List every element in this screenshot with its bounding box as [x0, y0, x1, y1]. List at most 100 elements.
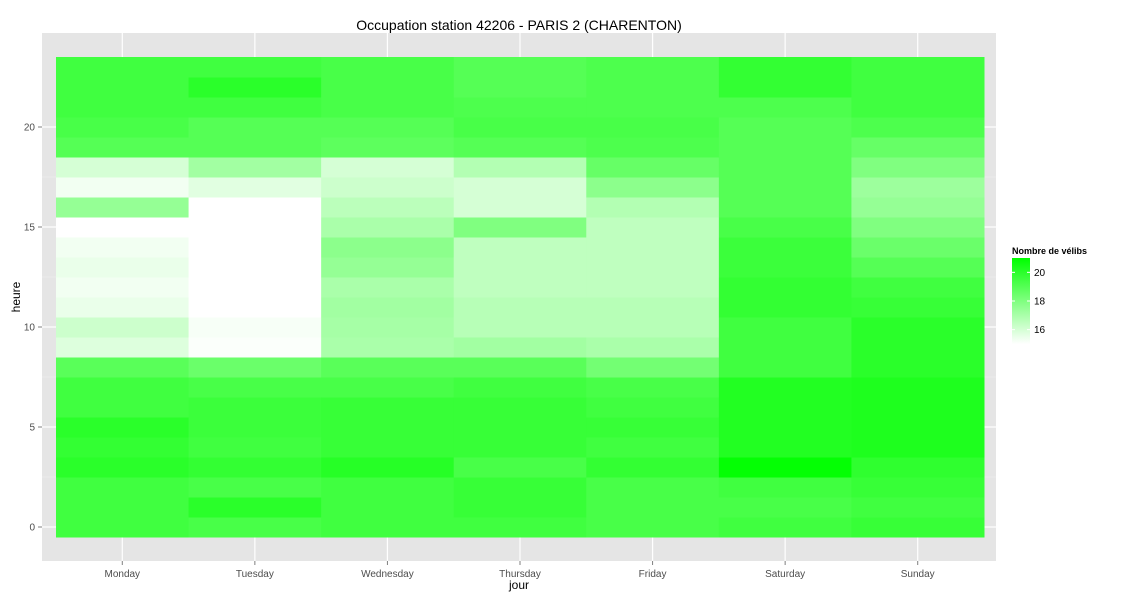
y-axis: 0 5 10 15 20	[24, 123, 42, 534]
heatmap-cell	[321, 277, 455, 298]
heatmap-cell	[188, 217, 322, 238]
heatmap-cell	[188, 357, 322, 378]
heatmap-cell	[718, 377, 852, 398]
heatmap-cell	[188, 77, 322, 98]
x-tick-label: Friday	[639, 569, 667, 580]
heatmap-cell	[586, 197, 720, 218]
heatmap-cell	[851, 257, 985, 278]
heatmap-cell	[188, 457, 322, 478]
y-tick-label: 20	[24, 123, 36, 134]
heatmap-cell	[851, 477, 985, 498]
heatmap-cell	[586, 157, 720, 178]
legend-tick-label: 18	[1034, 297, 1046, 308]
heatmap-cell	[851, 317, 985, 338]
heatmap-cell	[453, 477, 587, 498]
legend-tick-label: 16	[1034, 325, 1046, 336]
legend-title: Nombre de vélibs	[1012, 246, 1087, 256]
heatmap-cell	[851, 237, 985, 258]
heatmap-cell	[453, 217, 587, 238]
heatmap-cell	[851, 337, 985, 358]
heatmap-cell	[56, 157, 190, 178]
heatmap-cell	[453, 117, 587, 138]
heatmap-cell	[188, 237, 322, 258]
heatmap-cell	[453, 337, 587, 358]
heatmap-cell	[321, 297, 455, 318]
heatmap-cell	[188, 497, 322, 518]
heatmap-cell	[321, 477, 455, 498]
heatmap-cell	[188, 157, 322, 178]
heatmap-cell	[188, 417, 322, 438]
y-tick-label: 15	[24, 223, 36, 234]
heatmap-cell	[586, 517, 720, 538]
x-tick-label: Thursday	[499, 569, 541, 580]
heatmap-cell	[586, 297, 720, 318]
heatmap-cell	[718, 217, 852, 238]
heatmap-cell	[453, 157, 587, 178]
y-tick-label: 10	[24, 323, 36, 334]
heatmap-cell	[321, 457, 455, 478]
heatmap-cell	[718, 477, 852, 498]
heatmap-cell	[851, 437, 985, 458]
heatmap-cell	[718, 497, 852, 518]
heatmap-cell	[586, 277, 720, 298]
heatmap-cell	[321, 177, 455, 198]
heatmap-cell	[453, 457, 587, 478]
heatmap-cell	[321, 317, 455, 338]
heatmap-cell	[453, 357, 587, 378]
heatmap-cell	[56, 77, 190, 98]
y-axis-title: heure	[9, 281, 23, 312]
heatmap-cell	[56, 57, 190, 78]
heatmap-cell	[718, 357, 852, 378]
heatmap-cell	[586, 317, 720, 338]
heatmap-cell	[321, 77, 455, 98]
heatmap-cell	[56, 277, 190, 298]
heatmap-cell	[851, 377, 985, 398]
x-tick-label: Tuesday	[236, 569, 274, 580]
heatmap-cell	[453, 277, 587, 298]
heatmap-cell	[453, 497, 587, 518]
heatmap-cell	[586, 177, 720, 198]
heatmap-cell	[188, 517, 322, 538]
heatmap-cell	[321, 217, 455, 238]
heatmap-cell	[718, 97, 852, 118]
heatmap-cell	[851, 297, 985, 318]
heatmap-cell	[56, 397, 190, 418]
heatmap-cell	[851, 137, 985, 158]
heatmap-cell	[188, 477, 322, 498]
heatmap-cell	[718, 157, 852, 178]
heatmap-cell	[718, 517, 852, 538]
heatmap-cell	[321, 237, 455, 258]
heatmap-cell	[586, 377, 720, 398]
heatmap-cell	[56, 377, 190, 398]
heatmap-cell	[56, 517, 190, 538]
heatmap-cell	[321, 137, 455, 158]
heatmap-cell	[56, 117, 190, 138]
heatmap-cell	[851, 457, 985, 478]
heatmap-cell	[56, 217, 190, 238]
heatmap-cell	[851, 197, 985, 218]
heatmap-cell	[56, 137, 190, 158]
heatmap-cell	[321, 497, 455, 518]
heatmap-cell	[321, 97, 455, 118]
heatmap-cell	[188, 117, 322, 138]
heatmap-cell	[453, 437, 587, 458]
heatmap-cell	[188, 57, 322, 78]
heatmap-cell	[718, 177, 852, 198]
heatmap-cell	[56, 417, 190, 438]
heatmap-cell	[586, 497, 720, 518]
heatmap-cell	[586, 97, 720, 118]
heatmap-cell	[586, 457, 720, 478]
heatmap-cell	[586, 257, 720, 278]
heatmap-cell	[56, 237, 190, 258]
x-tick-label: Monday	[104, 569, 140, 580]
heatmap-cell	[188, 397, 322, 418]
heatmap-cell	[56, 477, 190, 498]
heatmap-cell	[586, 477, 720, 498]
heatmap-cell	[56, 197, 190, 218]
heatmap-cells	[56, 57, 985, 538]
heatmap-cell	[453, 297, 587, 318]
heatmap-cell	[321, 337, 455, 358]
x-tick-label: Saturday	[765, 569, 805, 580]
heatmap-cell	[188, 137, 322, 158]
heatmap-cell	[56, 457, 190, 478]
